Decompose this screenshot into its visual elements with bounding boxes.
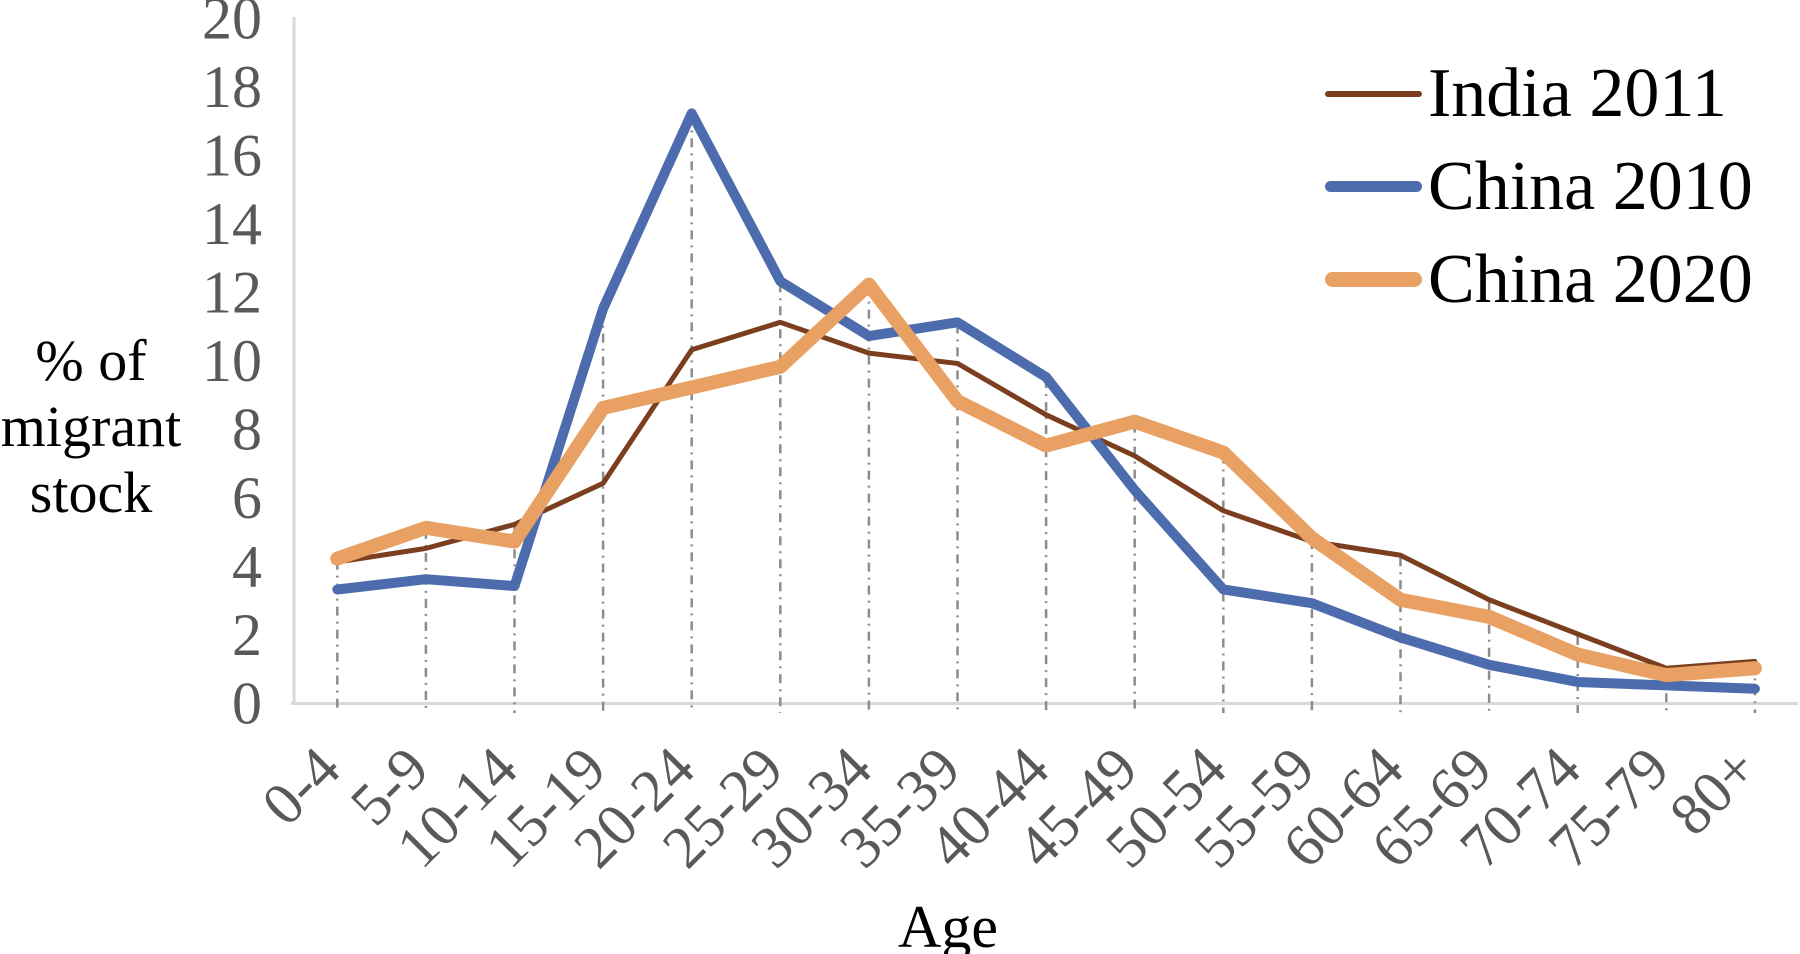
y-tick-label-14: 14	[202, 191, 262, 257]
legend-label-china-2020: China 2020	[1428, 240, 1753, 318]
legend-swatch-india-2011	[1325, 90, 1422, 97]
y-tick-label-16: 16	[202, 123, 262, 189]
y-tick-label-4: 4	[232, 534, 262, 600]
legend-swatch-china-2020	[1325, 272, 1422, 287]
legend-label-china-2010: China 2010	[1428, 147, 1753, 225]
y-tick-label-10: 10	[202, 328, 262, 394]
y-tick-label-6: 6	[232, 465, 262, 531]
legend-swatch-china-2010	[1325, 181, 1422, 192]
y-tick-label-2: 2	[232, 602, 262, 668]
x-tick-label-0-4: 0-4	[249, 735, 352, 838]
y-axis-title-line-3: stock	[29, 460, 153, 525]
x-axis-title: Age	[898, 894, 998, 954]
y-tick-label-12: 12	[202, 260, 262, 326]
x-tick-label-80+: 80+	[1657, 735, 1770, 848]
y-tick-label-20: 20	[202, 0, 262, 52]
y-axis-title-line-2: migrant	[0, 394, 182, 459]
y-tick-label-8: 8	[232, 397, 262, 463]
y-axis-title-line-1: % of	[35, 328, 147, 393]
y-tick-label-0: 0	[232, 671, 262, 737]
legend: India 2011 China 2010 China 2020	[1325, 47, 1753, 326]
y-axis-title: % of migrant stock	[0, 328, 182, 526]
series-line-china-2020	[330, 277, 1762, 683]
series-line-china-2010	[332, 108, 1760, 694]
legend-label-india-2011: India 2011	[1428, 54, 1727, 132]
legend-item-china-2010: China 2010	[1325, 140, 1753, 233]
legend-item-india-2011: India 2011	[1325, 47, 1753, 140]
y-tick-label-18: 18	[202, 54, 262, 120]
series-line-india-2011	[334, 319, 1758, 671]
legend-item-china-2020: China 2020	[1325, 233, 1753, 326]
